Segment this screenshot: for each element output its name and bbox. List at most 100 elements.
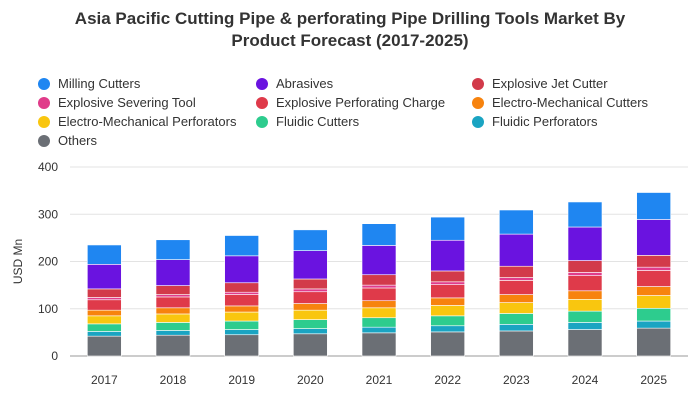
- legend-item-fluidic-cutters[interactable]: Fluidic Cutters: [256, 112, 359, 131]
- bar-electro-mechanical-cutters-2025[interactable]: [636, 286, 671, 296]
- bar-explosive-jet-cutter-2023[interactable]: [499, 265, 534, 278]
- bar-fluidic-perforators-2025[interactable]: [636, 320, 671, 329]
- bar-explosive-severing-tool-2021[interactable]: [361, 284, 397, 289]
- bar-milling-cutters-2025[interactable]: [636, 192, 671, 220]
- bar-milling-cutters-2020[interactable]: [293, 229, 328, 251]
- bar-electro-mechanical-perforators-2025[interactable]: [636, 295, 671, 309]
- bar-fluidic-cutters-2018[interactable]: [155, 322, 191, 331]
- bar-explosive-severing-tool-2017[interactable]: [87, 297, 122, 301]
- bar-fluidic-cutters-2025[interactable]: [636, 307, 671, 322]
- bar-electro-mechanical-cutters-2023[interactable]: [499, 294, 534, 303]
- legend-item-electro-mechanical-perforators[interactable]: Electro-Mechanical Perforators: [38, 112, 236, 131]
- bar-electro-mechanical-cutters-2019[interactable]: [224, 305, 259, 313]
- bar-milling-cutters-2022[interactable]: [430, 216, 465, 241]
- bar-explosive-severing-tool-2018[interactable]: [155, 294, 191, 298]
- legend-item-electro-mechanical-cutters[interactable]: Electro-Mechanical Cutters: [472, 93, 648, 112]
- bar-fluidic-cutters-2021[interactable]: [361, 317, 397, 328]
- bar-explosive-jet-cutter-2020[interactable]: [293, 278, 328, 290]
- legend-item-explosive-severing-tool[interactable]: Explosive Severing Tool: [38, 93, 196, 112]
- legend-item-explosive-jet-cutter[interactable]: Explosive Jet Cutter: [472, 74, 608, 93]
- bar-electro-mechanical-perforators-2024[interactable]: [567, 298, 603, 312]
- legend-item-milling-cutters[interactable]: Milling Cutters: [38, 74, 140, 93]
- bar-fluidic-perforators-2017[interactable]: [87, 331, 122, 337]
- bar-milling-cutters-2021[interactable]: [361, 223, 397, 246]
- legend-item-fluidic-perforators[interactable]: Fluidic Perforators: [472, 112, 597, 131]
- bar-explosive-perforating-charge-2024[interactable]: [567, 275, 603, 292]
- bar-explosive-severing-tool-2022[interactable]: [430, 281, 465, 285]
- bar-electro-mechanical-perforators-2023[interactable]: [499, 302, 534, 314]
- bar-fluidic-cutters-2020[interactable]: [293, 319, 328, 329]
- bar-electro-mechanical-perforators-2019[interactable]: [224, 311, 259, 322]
- bar-fluidic-perforators-2020[interactable]: [293, 328, 328, 335]
- bar-explosive-perforating-charge-2020[interactable]: [293, 291, 328, 304]
- bar-electro-mechanical-cutters-2022[interactable]: [430, 297, 465, 306]
- bar-abrasives-2022[interactable]: [430, 239, 465, 272]
- bar-fluidic-cutters-2017[interactable]: [87, 323, 122, 332]
- bar-explosive-perforating-charge-2021[interactable]: [361, 287, 397, 302]
- bar-others-2017[interactable]: [87, 335, 122, 357]
- bar-explosive-jet-cutter-2018[interactable]: [155, 285, 191, 295]
- bar-fluidic-cutters-2019[interactable]: [224, 320, 259, 330]
- bar-explosive-perforating-charge-2018[interactable]: [155, 296, 191, 309]
- bar-milling-cutters-2018[interactable]: [155, 239, 191, 260]
- bar-electro-mechanical-perforators-2017[interactable]: [87, 315, 122, 325]
- bar-electro-mechanical-perforators-2022[interactable]: [430, 305, 465, 317]
- bar-abrasives-2019[interactable]: [224, 255, 259, 284]
- bar-others-2023[interactable]: [499, 330, 534, 357]
- bar-others-2025[interactable]: [636, 327, 671, 357]
- bar-milling-cutters-2024[interactable]: [567, 201, 603, 228]
- bar-electro-mechanical-cutters-2021[interactable]: [361, 300, 397, 309]
- bar-electro-mechanical-cutters-2024[interactable]: [567, 290, 603, 300]
- bar-fluidic-perforators-2022[interactable]: [430, 325, 465, 333]
- bar-others-2019[interactable]: [224, 334, 259, 357]
- bar-fluidic-perforators-2018[interactable]: [155, 330, 191, 336]
- bar-explosive-perforating-charge-2019[interactable]: [224, 294, 259, 307]
- bar-electro-mechanical-perforators-2020[interactable]: [293, 309, 328, 320]
- bar-others-2020[interactable]: [293, 333, 328, 357]
- bar-explosive-severing-tool-2020[interactable]: [293, 288, 328, 293]
- bar-electro-mechanical-perforators-2021[interactable]: [361, 307, 397, 319]
- bar-explosive-severing-tool-2024[interactable]: [567, 272, 603, 276]
- bar-explosive-severing-tool-2019[interactable]: [224, 291, 259, 295]
- bar-abrasives-2020[interactable]: [293, 250, 328, 280]
- bar-abrasives-2024[interactable]: [567, 226, 603, 261]
- legend-item-others[interactable]: Others: [38, 131, 97, 150]
- bar-fluidic-cutters-2022[interactable]: [430, 315, 465, 327]
- bar-fluidic-perforators-2024[interactable]: [567, 322, 603, 330]
- bar-fluidic-cutters-2024[interactable]: [567, 310, 603, 323]
- bar-electro-mechanical-cutters-2017[interactable]: [87, 309, 122, 317]
- bar-fluidic-perforators-2019[interactable]: [224, 329, 259, 336]
- bar-abrasives-2021[interactable]: [361, 245, 397, 276]
- bar-explosive-jet-cutter-2019[interactable]: [224, 282, 259, 293]
- bar-explosive-perforating-charge-2023[interactable]: [499, 280, 534, 295]
- bar-milling-cutters-2023[interactable]: [499, 209, 534, 235]
- legend-item-abrasives[interactable]: Abrasives: [256, 74, 333, 93]
- bar-abrasives-2017[interactable]: [87, 264, 122, 290]
- bar-explosive-perforating-charge-2017[interactable]: [87, 299, 122, 311]
- bar-explosive-jet-cutter-2025[interactable]: [636, 255, 671, 268]
- bar-others-2021[interactable]: [361, 332, 397, 357]
- bar-electro-mechanical-cutters-2018[interactable]: [155, 307, 191, 315]
- bar-electro-mechanical-cutters-2020[interactable]: [293, 303, 328, 311]
- bar-others-2024[interactable]: [567, 329, 603, 357]
- bar-explosive-jet-cutter-2024[interactable]: [567, 260, 603, 273]
- bar-explosive-jet-cutter-2022[interactable]: [430, 270, 465, 283]
- bar-fluidic-perforators-2023[interactable]: [499, 324, 534, 332]
- bar-explosive-severing-tool-2025[interactable]: [636, 266, 671, 271]
- bar-explosive-perforating-charge-2025[interactable]: [636, 270, 671, 287]
- bar-explosive-perforating-charge-2022[interactable]: [430, 284, 465, 299]
- bar-abrasives-2025[interactable]: [636, 219, 671, 256]
- legend-item-explosive-perforating-charge[interactable]: Explosive Perforating Charge: [256, 93, 445, 112]
- bar-electro-mechanical-perforators-2018[interactable]: [155, 313, 191, 323]
- bar-abrasives-2023[interactable]: [499, 233, 534, 267]
- bar-abrasives-2018[interactable]: [155, 259, 191, 286]
- bar-milling-cutters-2017[interactable]: [87, 244, 122, 265]
- bar-milling-cutters-2019[interactable]: [224, 235, 259, 257]
- bar-fluidic-cutters-2023[interactable]: [499, 313, 534, 325]
- bar-explosive-severing-tool-2023[interactable]: [499, 277, 534, 281]
- bar-others-2022[interactable]: [430, 331, 465, 357]
- bar-explosive-jet-cutter-2017[interactable]: [87, 288, 122, 298]
- bar-fluidic-perforators-2021[interactable]: [361, 326, 397, 334]
- bar-others-2018[interactable]: [155, 334, 191, 357]
- bar-explosive-jet-cutter-2021[interactable]: [361, 274, 397, 286]
